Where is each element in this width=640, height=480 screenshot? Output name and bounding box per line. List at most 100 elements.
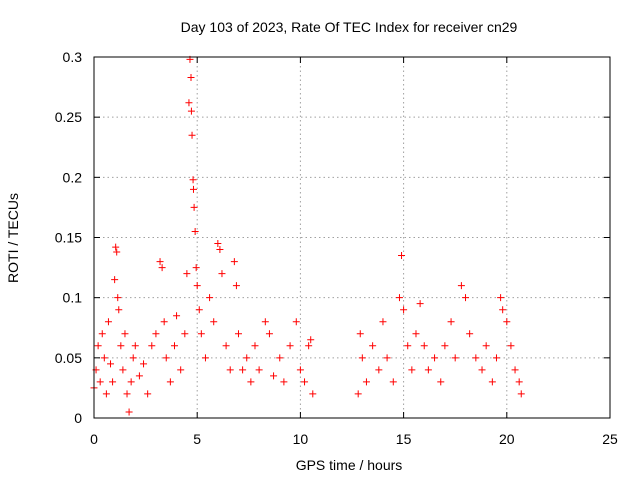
data-point [123,390,131,398]
data-point [201,354,209,362]
x-axis-label: GPS time / hours [296,457,403,473]
data-point [239,366,247,374]
data-point [114,294,122,302]
y-tick-label: 0.3 [63,49,83,65]
data-point [400,306,408,314]
data-point [189,185,197,193]
x-tick-label: 15 [396,431,412,447]
data-point [478,366,486,374]
data-point [170,342,178,350]
data-point [113,248,121,256]
data-point [462,294,470,302]
data-point [125,408,133,416]
data-point [424,366,432,374]
data-point [412,330,420,338]
data-point [191,227,199,235]
data-point [437,378,445,386]
data-point [230,258,238,266]
data-point [398,252,406,260]
data-point [305,342,313,350]
data-point [356,330,364,338]
series-roti [90,55,525,416]
data-point [111,276,119,284]
data-point [187,107,195,115]
data-point [226,366,234,374]
x-axis: 0 5 10 15 20 25 [90,57,618,447]
data-point [158,264,166,272]
data-point [129,354,137,362]
data-point [358,354,366,362]
data-point [466,330,474,338]
data-point [107,360,115,368]
data-point [166,378,174,386]
data-point [307,336,315,344]
y-tick-label: 0.2 [63,169,83,185]
data-point [98,330,106,338]
data-point [148,342,156,350]
data-point [375,366,383,374]
data-point [156,258,164,266]
data-point [192,264,200,272]
data-point [210,318,218,326]
data-point [276,354,284,362]
data-point [441,342,449,350]
data-point [416,300,424,308]
y-axis: 0 0.05 0.1 0.15 0.2 0.25 0.3 [55,49,610,426]
data-point [286,342,294,350]
data-point [232,282,240,290]
data-point [280,378,288,386]
data-point [94,342,102,350]
data-point [140,360,148,368]
data-point [389,378,397,386]
data-point [255,366,263,374]
y-tick-label: 0.15 [55,230,82,246]
data-point [144,390,152,398]
data-point [296,366,304,374]
data-point [187,73,195,81]
data-point [206,294,214,302]
data-point [234,330,242,338]
data-point [121,330,129,338]
data-point [517,390,525,398]
data-point [135,372,143,380]
data-point [109,378,117,386]
data-point [497,294,505,302]
data-point [420,342,428,350]
y-axis-label: ROTI / TECUs [5,193,21,283]
data-point [362,378,370,386]
data-point [183,270,191,278]
data-point [185,99,193,107]
data-point [408,366,416,374]
y-tick-label: 0 [74,410,82,426]
data-point [447,318,455,326]
data-point [503,318,511,326]
data-point [190,203,198,211]
data-point [431,354,439,362]
data-point [214,240,222,248]
data-point [251,342,259,350]
data-point [404,342,412,350]
y-tick-label: 0.1 [63,290,83,306]
data-point [451,354,459,362]
data-point [265,330,273,338]
data-point [181,330,189,338]
x-tick-label: 25 [602,431,618,447]
data-point [499,306,507,314]
data-point [193,282,201,290]
data-point [115,306,123,314]
data-point [102,390,110,398]
data-point [177,366,185,374]
data-point [457,282,465,290]
data-point [216,246,224,254]
data-point [131,342,139,350]
data-point [292,318,300,326]
data-point [309,390,317,398]
data-point [189,176,197,184]
data-point [472,354,480,362]
data-point [104,318,112,326]
data-point [162,354,170,362]
data-point [247,378,255,386]
data-point [379,318,387,326]
x-tick-label: 10 [293,431,309,447]
